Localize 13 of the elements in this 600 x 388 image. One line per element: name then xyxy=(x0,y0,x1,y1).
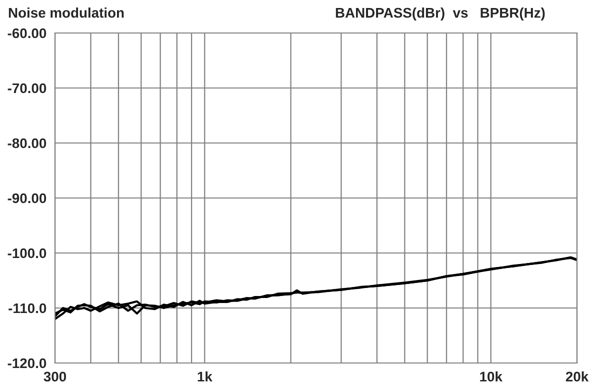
chart-title: Noise modulation xyxy=(8,8,124,18)
y-tick-label: -110.0 xyxy=(8,303,46,314)
chart-subtitle: BANDPASS(dBr) vs BPBR(Hz) xyxy=(336,8,545,20)
y-tick-label: -100.0 xyxy=(8,248,46,258)
y-tick-label: -120.0 xyxy=(8,358,46,368)
x-tick-label: 10k xyxy=(480,371,502,382)
y-tick-label: -70.00 xyxy=(8,83,46,94)
x-tick-label: 300 xyxy=(44,372,66,382)
x-tick-label: 20k xyxy=(566,371,589,382)
y-tick-label: -80.00 xyxy=(8,138,46,148)
y-tick-label: -60.00 xyxy=(8,28,46,38)
y-tick-label: -90.00 xyxy=(8,193,46,204)
x-tick-label: 1k xyxy=(198,371,212,382)
